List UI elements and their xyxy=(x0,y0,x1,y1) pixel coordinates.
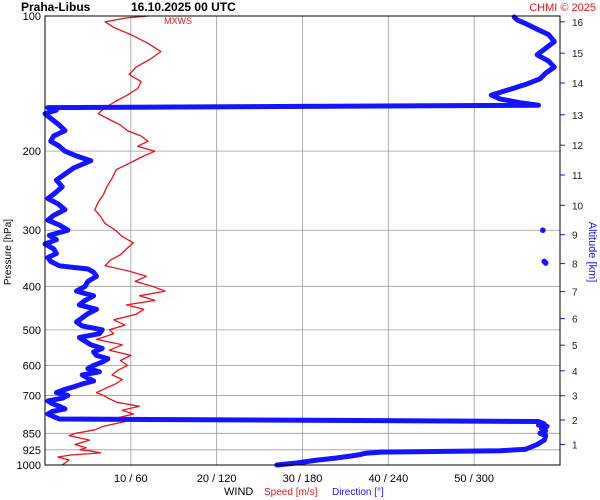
legend-speed: Speed [m/s] xyxy=(264,487,318,498)
altitude-tick-label: 1 xyxy=(572,440,578,451)
altitude-tick-label: 15 xyxy=(572,49,584,60)
pressure-tick-label: 300 xyxy=(23,225,41,237)
legend-direction: Direction [°] xyxy=(332,487,384,498)
pressure-tick-label: 925 xyxy=(23,445,41,457)
direction-point xyxy=(542,260,549,266)
series xyxy=(42,14,557,468)
wind-axis-label: WIND xyxy=(224,486,253,498)
mxws-annotation: MXWS xyxy=(164,16,192,26)
pressure-tick-label: 400 xyxy=(23,281,41,293)
speed-series-line xyxy=(57,15,166,466)
altitude-tick-label: 14 xyxy=(572,79,584,90)
altitude-tick-label: 13 xyxy=(572,111,584,122)
wind-tick-label: 10 / 60 xyxy=(114,473,148,485)
altitude-tick-label: 2 xyxy=(572,416,578,427)
wind-tick-label: 40 / 240 xyxy=(368,473,408,485)
grid xyxy=(45,15,560,466)
altitude-tick-label: 16 xyxy=(572,18,584,29)
wind-tick-labels: 10 / 60 20 / 120 30 / 180 40 / 240 50 / 300 xyxy=(114,473,494,485)
altitude-axis-label: Altitude [km] xyxy=(586,222,598,283)
pressure-axis-label: Pressure [hPa] xyxy=(3,219,14,285)
pressure-tick-label: 500 xyxy=(23,325,41,337)
pressure-tick-label: 700 xyxy=(23,390,41,402)
altitude-tick-label: 12 xyxy=(572,141,584,152)
altitude-tick-label: 11 xyxy=(572,171,583,182)
wind-tick-label: 50 / 300 xyxy=(454,473,494,485)
altitude-tick-label: 6 xyxy=(572,315,578,326)
altitude-tick-label: 10 xyxy=(572,201,584,212)
datetime-title: 16.10.2025 00 UTC xyxy=(131,0,236,14)
station-title: Praha-Libus xyxy=(21,0,91,14)
wind-tick-label: 30 / 180 xyxy=(283,473,323,485)
copyright-label: CHMI © 2025 xyxy=(529,2,596,14)
plot-frame xyxy=(44,15,561,466)
pressure-tick-label: 850 xyxy=(23,428,41,440)
altitude-tick-label: 7 xyxy=(572,288,578,299)
scattered-points xyxy=(540,227,549,266)
pressure-tick-label: 1000 xyxy=(17,460,41,472)
direction-point xyxy=(540,227,546,234)
altitude-tick-label: 5 xyxy=(572,341,578,352)
pressure-tick-label: 100 xyxy=(23,11,41,23)
pressure-tick-label: 600 xyxy=(23,360,41,372)
direction-series-line xyxy=(42,14,557,468)
altitude-tick-label: 9 xyxy=(572,231,578,242)
altitude-tick-label: 3 xyxy=(572,392,578,403)
pressure-tick-label: 200 xyxy=(23,146,41,158)
altitude-tick-label: 4 xyxy=(572,367,578,378)
altitude-tick-label: 8 xyxy=(572,260,578,271)
pressure-tick-labels: 100 200 300 400 500 600 700 850 925 1000 xyxy=(17,11,41,472)
wind-tick-label: 20 / 120 xyxy=(197,473,237,485)
